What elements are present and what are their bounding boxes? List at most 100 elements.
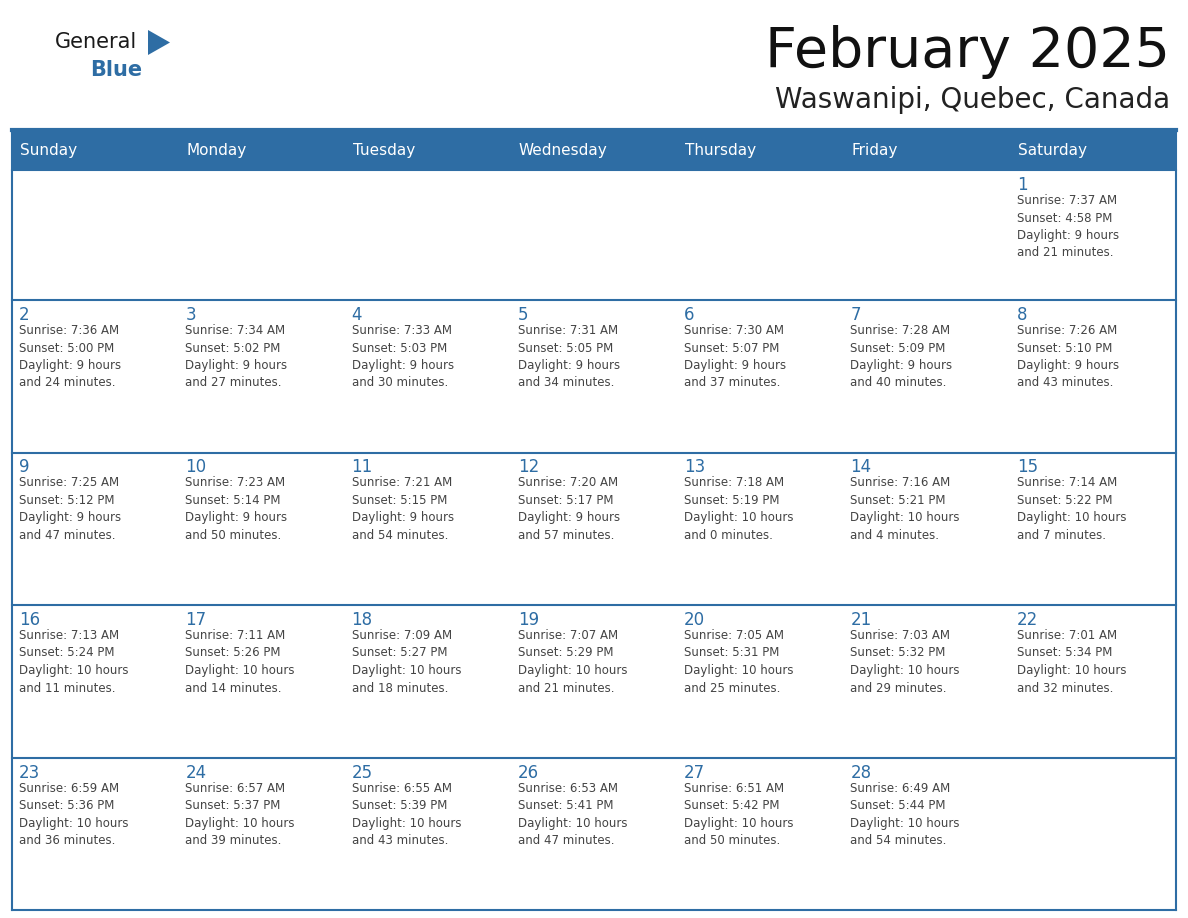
Text: Sunrise: 7:34 AM
Sunset: 5:02 PM
Daylight: 9 hours
and 27 minutes.: Sunrise: 7:34 AM Sunset: 5:02 PM Dayligh…: [185, 324, 287, 389]
Text: General: General: [55, 32, 138, 52]
Bar: [178, 300, 345, 453]
Text: 7: 7: [851, 306, 861, 324]
Text: 18: 18: [352, 611, 373, 629]
Bar: [677, 132, 843, 170]
Text: 2: 2: [19, 306, 30, 324]
Bar: [1010, 453, 1176, 605]
Text: Sunrise: 7:33 AM
Sunset: 5:03 PM
Daylight: 9 hours
and 30 minutes.: Sunrise: 7:33 AM Sunset: 5:03 PM Dayligh…: [352, 324, 454, 389]
Bar: [178, 170, 345, 300]
Bar: [843, 132, 1010, 170]
Bar: [345, 300, 511, 453]
Text: Sunrise: 6:51 AM
Sunset: 5:42 PM
Daylight: 10 hours
and 50 minutes.: Sunrise: 6:51 AM Sunset: 5:42 PM Dayligh…: [684, 781, 794, 847]
Text: 15: 15: [1017, 458, 1038, 476]
Text: Sunrise: 6:53 AM
Sunset: 5:41 PM
Daylight: 10 hours
and 47 minutes.: Sunrise: 6:53 AM Sunset: 5:41 PM Dayligh…: [518, 781, 627, 847]
Text: 19: 19: [518, 611, 539, 629]
Text: Sunrise: 7:20 AM
Sunset: 5:17 PM
Daylight: 9 hours
and 57 minutes.: Sunrise: 7:20 AM Sunset: 5:17 PM Dayligh…: [518, 476, 620, 542]
Text: 28: 28: [851, 764, 872, 781]
Text: Sunrise: 6:57 AM
Sunset: 5:37 PM
Daylight: 10 hours
and 39 minutes.: Sunrise: 6:57 AM Sunset: 5:37 PM Dayligh…: [185, 781, 295, 847]
Text: 5: 5: [518, 306, 529, 324]
Text: Tuesday: Tuesday: [353, 143, 415, 159]
Text: Blue: Blue: [90, 60, 143, 80]
Text: Sunrise: 7:31 AM
Sunset: 5:05 PM
Daylight: 9 hours
and 34 minutes.: Sunrise: 7:31 AM Sunset: 5:05 PM Dayligh…: [518, 324, 620, 389]
Text: Sunrise: 7:05 AM
Sunset: 5:31 PM
Daylight: 10 hours
and 25 minutes.: Sunrise: 7:05 AM Sunset: 5:31 PM Dayligh…: [684, 629, 794, 695]
Bar: [511, 300, 677, 453]
Bar: [12, 170, 178, 300]
Bar: [12, 300, 178, 453]
Bar: [178, 605, 345, 757]
Text: 22: 22: [1017, 611, 1038, 629]
Bar: [12, 453, 178, 605]
Text: Sunrise: 7:21 AM
Sunset: 5:15 PM
Daylight: 9 hours
and 54 minutes.: Sunrise: 7:21 AM Sunset: 5:15 PM Dayligh…: [352, 476, 454, 542]
Text: Sunrise: 7:30 AM
Sunset: 5:07 PM
Daylight: 9 hours
and 37 minutes.: Sunrise: 7:30 AM Sunset: 5:07 PM Dayligh…: [684, 324, 786, 389]
Bar: [677, 300, 843, 453]
Bar: [1010, 170, 1176, 300]
Text: 16: 16: [19, 611, 40, 629]
Text: Sunrise: 7:07 AM
Sunset: 5:29 PM
Daylight: 10 hours
and 21 minutes.: Sunrise: 7:07 AM Sunset: 5:29 PM Dayligh…: [518, 629, 627, 695]
Bar: [843, 170, 1010, 300]
Bar: [178, 132, 345, 170]
Text: Sunrise: 7:36 AM
Sunset: 5:00 PM
Daylight: 9 hours
and 24 minutes.: Sunrise: 7:36 AM Sunset: 5:00 PM Dayligh…: [19, 324, 121, 389]
Bar: [677, 757, 843, 910]
Bar: [677, 170, 843, 300]
Text: Sunrise: 7:03 AM
Sunset: 5:32 PM
Daylight: 10 hours
and 29 minutes.: Sunrise: 7:03 AM Sunset: 5:32 PM Dayligh…: [851, 629, 960, 695]
Text: 24: 24: [185, 764, 207, 781]
Text: 23: 23: [19, 764, 40, 781]
Bar: [1010, 132, 1176, 170]
Bar: [843, 757, 1010, 910]
Text: Friday: Friday: [852, 143, 898, 159]
Text: 3: 3: [185, 306, 196, 324]
Text: Sunrise: 7:26 AM
Sunset: 5:10 PM
Daylight: 9 hours
and 43 minutes.: Sunrise: 7:26 AM Sunset: 5:10 PM Dayligh…: [1017, 324, 1119, 389]
Bar: [12, 132, 178, 170]
Text: 4: 4: [352, 306, 362, 324]
Bar: [1010, 757, 1176, 910]
Bar: [843, 605, 1010, 757]
Text: February 2025: February 2025: [765, 25, 1170, 79]
Text: 1: 1: [1017, 176, 1028, 194]
Text: Monday: Monday: [187, 143, 247, 159]
Text: 9: 9: [19, 458, 30, 476]
Text: 11: 11: [352, 458, 373, 476]
Text: Sunrise: 7:25 AM
Sunset: 5:12 PM
Daylight: 9 hours
and 47 minutes.: Sunrise: 7:25 AM Sunset: 5:12 PM Dayligh…: [19, 476, 121, 542]
Text: 17: 17: [185, 611, 207, 629]
Bar: [345, 132, 511, 170]
Text: Sunrise: 7:14 AM
Sunset: 5:22 PM
Daylight: 10 hours
and 7 minutes.: Sunrise: 7:14 AM Sunset: 5:22 PM Dayligh…: [1017, 476, 1126, 542]
Text: Sunrise: 7:16 AM
Sunset: 5:21 PM
Daylight: 10 hours
and 4 minutes.: Sunrise: 7:16 AM Sunset: 5:21 PM Dayligh…: [851, 476, 960, 542]
Text: Sunrise: 7:23 AM
Sunset: 5:14 PM
Daylight: 9 hours
and 50 minutes.: Sunrise: 7:23 AM Sunset: 5:14 PM Dayligh…: [185, 476, 287, 542]
Bar: [511, 605, 677, 757]
Text: Sunrise: 6:59 AM
Sunset: 5:36 PM
Daylight: 10 hours
and 36 minutes.: Sunrise: 6:59 AM Sunset: 5:36 PM Dayligh…: [19, 781, 128, 847]
Text: 26: 26: [518, 764, 539, 781]
Text: Sunrise: 7:18 AM
Sunset: 5:19 PM
Daylight: 10 hours
and 0 minutes.: Sunrise: 7:18 AM Sunset: 5:19 PM Dayligh…: [684, 476, 794, 542]
Text: 21: 21: [851, 611, 872, 629]
Bar: [843, 300, 1010, 453]
Text: 13: 13: [684, 458, 706, 476]
Bar: [345, 453, 511, 605]
Bar: [345, 170, 511, 300]
Text: 6: 6: [684, 306, 695, 324]
Text: Sunday: Sunday: [20, 143, 77, 159]
Text: Thursday: Thursday: [685, 143, 757, 159]
Text: Saturday: Saturday: [1018, 143, 1087, 159]
Text: Sunrise: 7:13 AM
Sunset: 5:24 PM
Daylight: 10 hours
and 11 minutes.: Sunrise: 7:13 AM Sunset: 5:24 PM Dayligh…: [19, 629, 128, 695]
Bar: [12, 605, 178, 757]
Text: Wednesday: Wednesday: [519, 143, 607, 159]
Text: Sunrise: 7:37 AM
Sunset: 4:58 PM
Daylight: 9 hours
and 21 minutes.: Sunrise: 7:37 AM Sunset: 4:58 PM Dayligh…: [1017, 194, 1119, 260]
Text: Sunrise: 7:11 AM
Sunset: 5:26 PM
Daylight: 10 hours
and 14 minutes.: Sunrise: 7:11 AM Sunset: 5:26 PM Dayligh…: [185, 629, 295, 695]
Bar: [511, 132, 677, 170]
Bar: [345, 757, 511, 910]
Bar: [677, 453, 843, 605]
Bar: [677, 605, 843, 757]
Text: Sunrise: 7:28 AM
Sunset: 5:09 PM
Daylight: 9 hours
and 40 minutes.: Sunrise: 7:28 AM Sunset: 5:09 PM Dayligh…: [851, 324, 953, 389]
Text: 20: 20: [684, 611, 706, 629]
Bar: [843, 453, 1010, 605]
Text: Sunrise: 7:01 AM
Sunset: 5:34 PM
Daylight: 10 hours
and 32 minutes.: Sunrise: 7:01 AM Sunset: 5:34 PM Dayligh…: [1017, 629, 1126, 695]
Text: 8: 8: [1017, 306, 1028, 324]
Text: Sunrise: 6:49 AM
Sunset: 5:44 PM
Daylight: 10 hours
and 54 minutes.: Sunrise: 6:49 AM Sunset: 5:44 PM Dayligh…: [851, 781, 960, 847]
Bar: [511, 757, 677, 910]
Bar: [511, 170, 677, 300]
Bar: [178, 757, 345, 910]
Text: Sunrise: 7:09 AM
Sunset: 5:27 PM
Daylight: 10 hours
and 18 minutes.: Sunrise: 7:09 AM Sunset: 5:27 PM Dayligh…: [352, 629, 461, 695]
Text: 25: 25: [352, 764, 373, 781]
Bar: [1010, 300, 1176, 453]
Polygon shape: [148, 30, 170, 55]
Text: Sunrise: 6:55 AM
Sunset: 5:39 PM
Daylight: 10 hours
and 43 minutes.: Sunrise: 6:55 AM Sunset: 5:39 PM Dayligh…: [352, 781, 461, 847]
